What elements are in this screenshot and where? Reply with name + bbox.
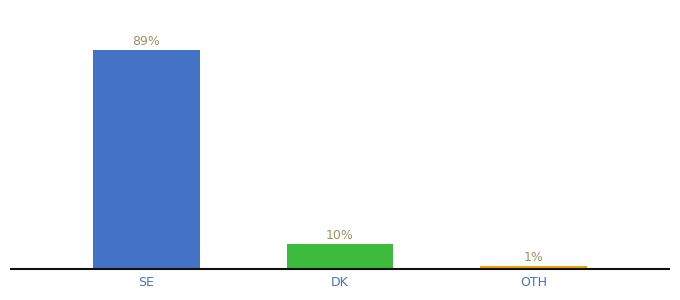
Bar: [480, 266, 587, 269]
Bar: [287, 244, 393, 269]
Text: 10%: 10%: [326, 229, 354, 242]
Text: 1%: 1%: [524, 251, 543, 264]
Bar: [93, 50, 200, 269]
Text: 89%: 89%: [133, 35, 160, 48]
